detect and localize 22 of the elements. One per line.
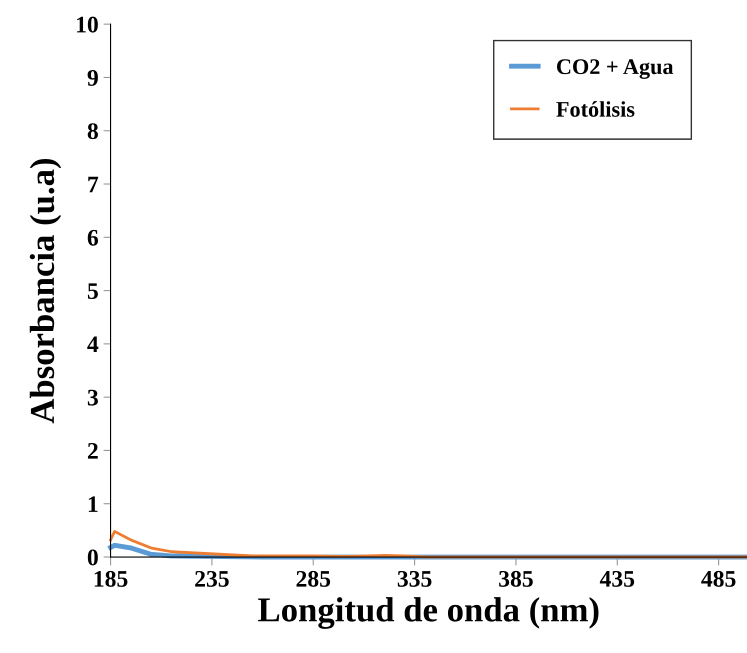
legend-label: CO2 + Agua xyxy=(557,59,674,79)
y-tick-label: 5 xyxy=(88,283,98,300)
x-tick-label: 285 xyxy=(296,570,330,587)
y-tick-label: 7 xyxy=(88,176,98,192)
y-tick-label: 9 xyxy=(88,70,98,86)
y-tick-label: 4 xyxy=(87,336,98,352)
y-tick-label: 1 xyxy=(88,496,98,512)
x-tick-label: 385 xyxy=(499,570,533,587)
y-tick-label: 2 xyxy=(88,442,98,459)
x-tick-label: 185 xyxy=(94,570,128,587)
y-tick-label: 3 xyxy=(88,390,98,406)
x-tick-label: 485 xyxy=(701,570,736,587)
x-tick-label: 335 xyxy=(398,570,432,587)
y-tick-label: 8 xyxy=(88,123,98,140)
x-axis-title: Longitud de onda (nm) xyxy=(258,597,599,629)
y-tick-label: 0 xyxy=(88,550,98,566)
x-tick-label: 235 xyxy=(195,570,229,587)
y-tick-label: 10 xyxy=(77,16,98,33)
x-tick-label: 435 xyxy=(600,570,634,587)
y-tick-label: 6 xyxy=(88,230,98,246)
y-axis-title: Absorbancia (u.a) xyxy=(30,158,62,424)
legend-label: Fotólisis xyxy=(556,101,634,117)
